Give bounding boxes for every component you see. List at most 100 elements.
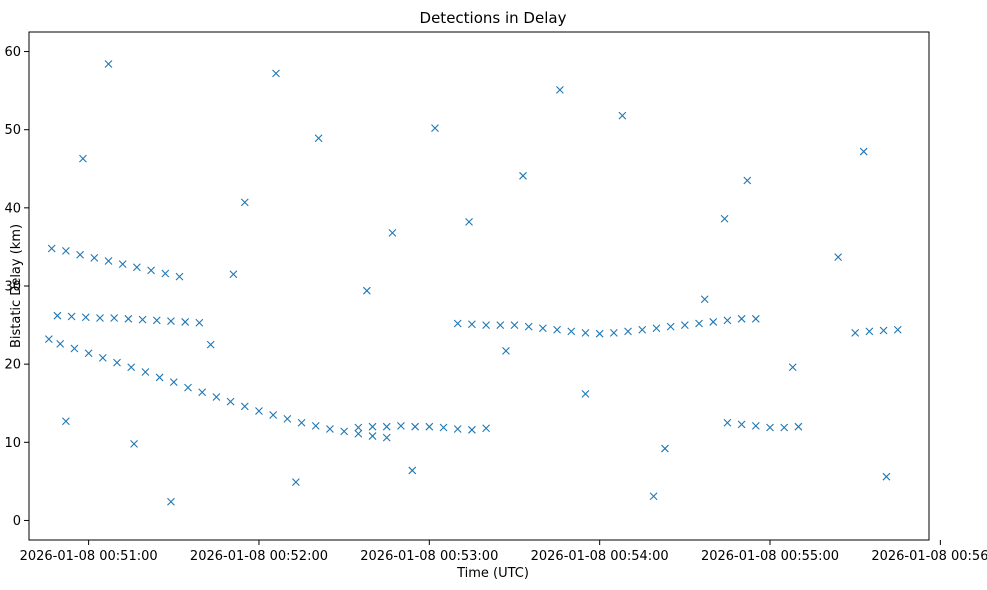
data-point-marker [723, 316, 732, 325]
data-point-marker [453, 319, 462, 328]
data-point-marker [362, 286, 371, 295]
y-tick-label: 40 [4, 201, 21, 216]
data-point-marker [198, 388, 207, 397]
data-point-marker [468, 425, 476, 434]
data-point-marker [453, 425, 462, 433]
data-point-marker [411, 422, 420, 431]
y-axis: 0 10 20 30 40 50 60 [4, 45, 29, 529]
data-point-marker [720, 214, 729, 223]
data-point-marker [408, 466, 417, 475]
data-point-marker [766, 423, 774, 432]
data-point-marker [723, 418, 732, 427]
data-point-marker [104, 60, 113, 68]
data-point-marker [226, 397, 235, 406]
data-point-marker [53, 311, 62, 320]
data-point-marker [240, 198, 249, 207]
data-point-marker [297, 418, 306, 427]
x-tick-label: 2026-01-08 00:54:00 [531, 549, 669, 564]
data-point-marker [882, 472, 891, 481]
data-point-marker [76, 250, 84, 259]
data-point-marker [737, 420, 746, 429]
data-point-marker [851, 329, 860, 337]
data-point-marker [47, 244, 56, 253]
data-point-marker [354, 423, 363, 432]
data-point-marker [70, 344, 79, 353]
data-point-marker [581, 389, 590, 398]
data-point-marker [751, 314, 760, 323]
data-point-marker [62, 417, 70, 426]
data-point-marker [893, 325, 902, 334]
data-point-marker [96, 314, 104, 322]
data-point-marker [169, 378, 178, 387]
data-point-marker [638, 325, 647, 334]
data-point-marker [147, 266, 155, 275]
y-axis-label: Bistatic Delay (km) [9, 224, 24, 348]
data-point-marker [155, 373, 164, 382]
data-point-marker [240, 402, 249, 411]
data-point-marker [272, 69, 280, 78]
data-point-marker [388, 228, 397, 237]
data-point-marker [104, 257, 113, 265]
data-point-marker [314, 134, 323, 143]
data-point-marker [652, 324, 661, 333]
data-point-marker [859, 147, 868, 156]
data-point-marker [431, 124, 439, 133]
y-tick-label: 50 [4, 123, 21, 138]
data-point-marker [56, 339, 65, 348]
data-point-marker [181, 318, 190, 326]
data-point-marker [67, 312, 76, 321]
data-point-marker [124, 314, 133, 323]
data-point-marker [152, 316, 161, 325]
data-point-marker [834, 253, 843, 261]
data-point-marker [581, 329, 590, 337]
data-point-marker [538, 324, 547, 333]
data-point-marker [618, 111, 627, 120]
data-point-marker [425, 422, 434, 431]
data-point-marker [326, 425, 334, 433]
y-tick-label: 30 [4, 280, 21, 295]
data-point-marker [340, 427, 349, 436]
data-point-marker [666, 322, 675, 331]
data-point-marker [624, 327, 632, 336]
data-point-marker [130, 439, 138, 448]
data-point-marker [482, 424, 490, 433]
data-point-marker [609, 329, 618, 337]
data-point-marker [81, 313, 90, 322]
data-point-marker [567, 327, 576, 336]
data-point-marker [700, 295, 709, 304]
y-tick-label: 60 [4, 45, 21, 60]
data-point-marker [229, 270, 238, 279]
data-point-marker [212, 393, 221, 401]
data-point-marker [737, 314, 746, 323]
data-point-marker [595, 329, 604, 338]
data-point-marker [751, 422, 760, 430]
x-tick-label: 2026-01-08 00:52:00 [190, 549, 328, 564]
data-point-marker [743, 176, 752, 185]
data-point-marker [496, 321, 505, 329]
data-point-marker [680, 321, 689, 329]
data-point-marker [502, 346, 510, 355]
data-point-marker [311, 422, 320, 430]
data-point-marker [195, 318, 204, 327]
x-tick-label: 2026-01-08 00:56:00 [871, 549, 987, 564]
data-point-marker [709, 318, 718, 326]
data-point-marker [291, 478, 300, 487]
data-point-marker [283, 414, 292, 423]
data-point-marker [255, 407, 263, 415]
data-point-marker [184, 383, 192, 392]
data-point-marker [84, 349, 93, 358]
data-point-marker [780, 423, 789, 432]
data-point-marker [79, 154, 87, 163]
data-point-marker [510, 321, 519, 329]
data-point-marker [397, 422, 405, 430]
data-point-marker [788, 363, 797, 372]
data-point-marker [354, 429, 363, 438]
data-markers [44, 60, 902, 506]
x-axis: 2026-01-08 00:51:00 2026-01-08 00:52:00 20… [20, 540, 987, 564]
data-point-marker [661, 444, 669, 453]
data-point-marker [161, 269, 170, 278]
data-point-marker [482, 321, 490, 329]
data-point-marker [167, 497, 175, 506]
